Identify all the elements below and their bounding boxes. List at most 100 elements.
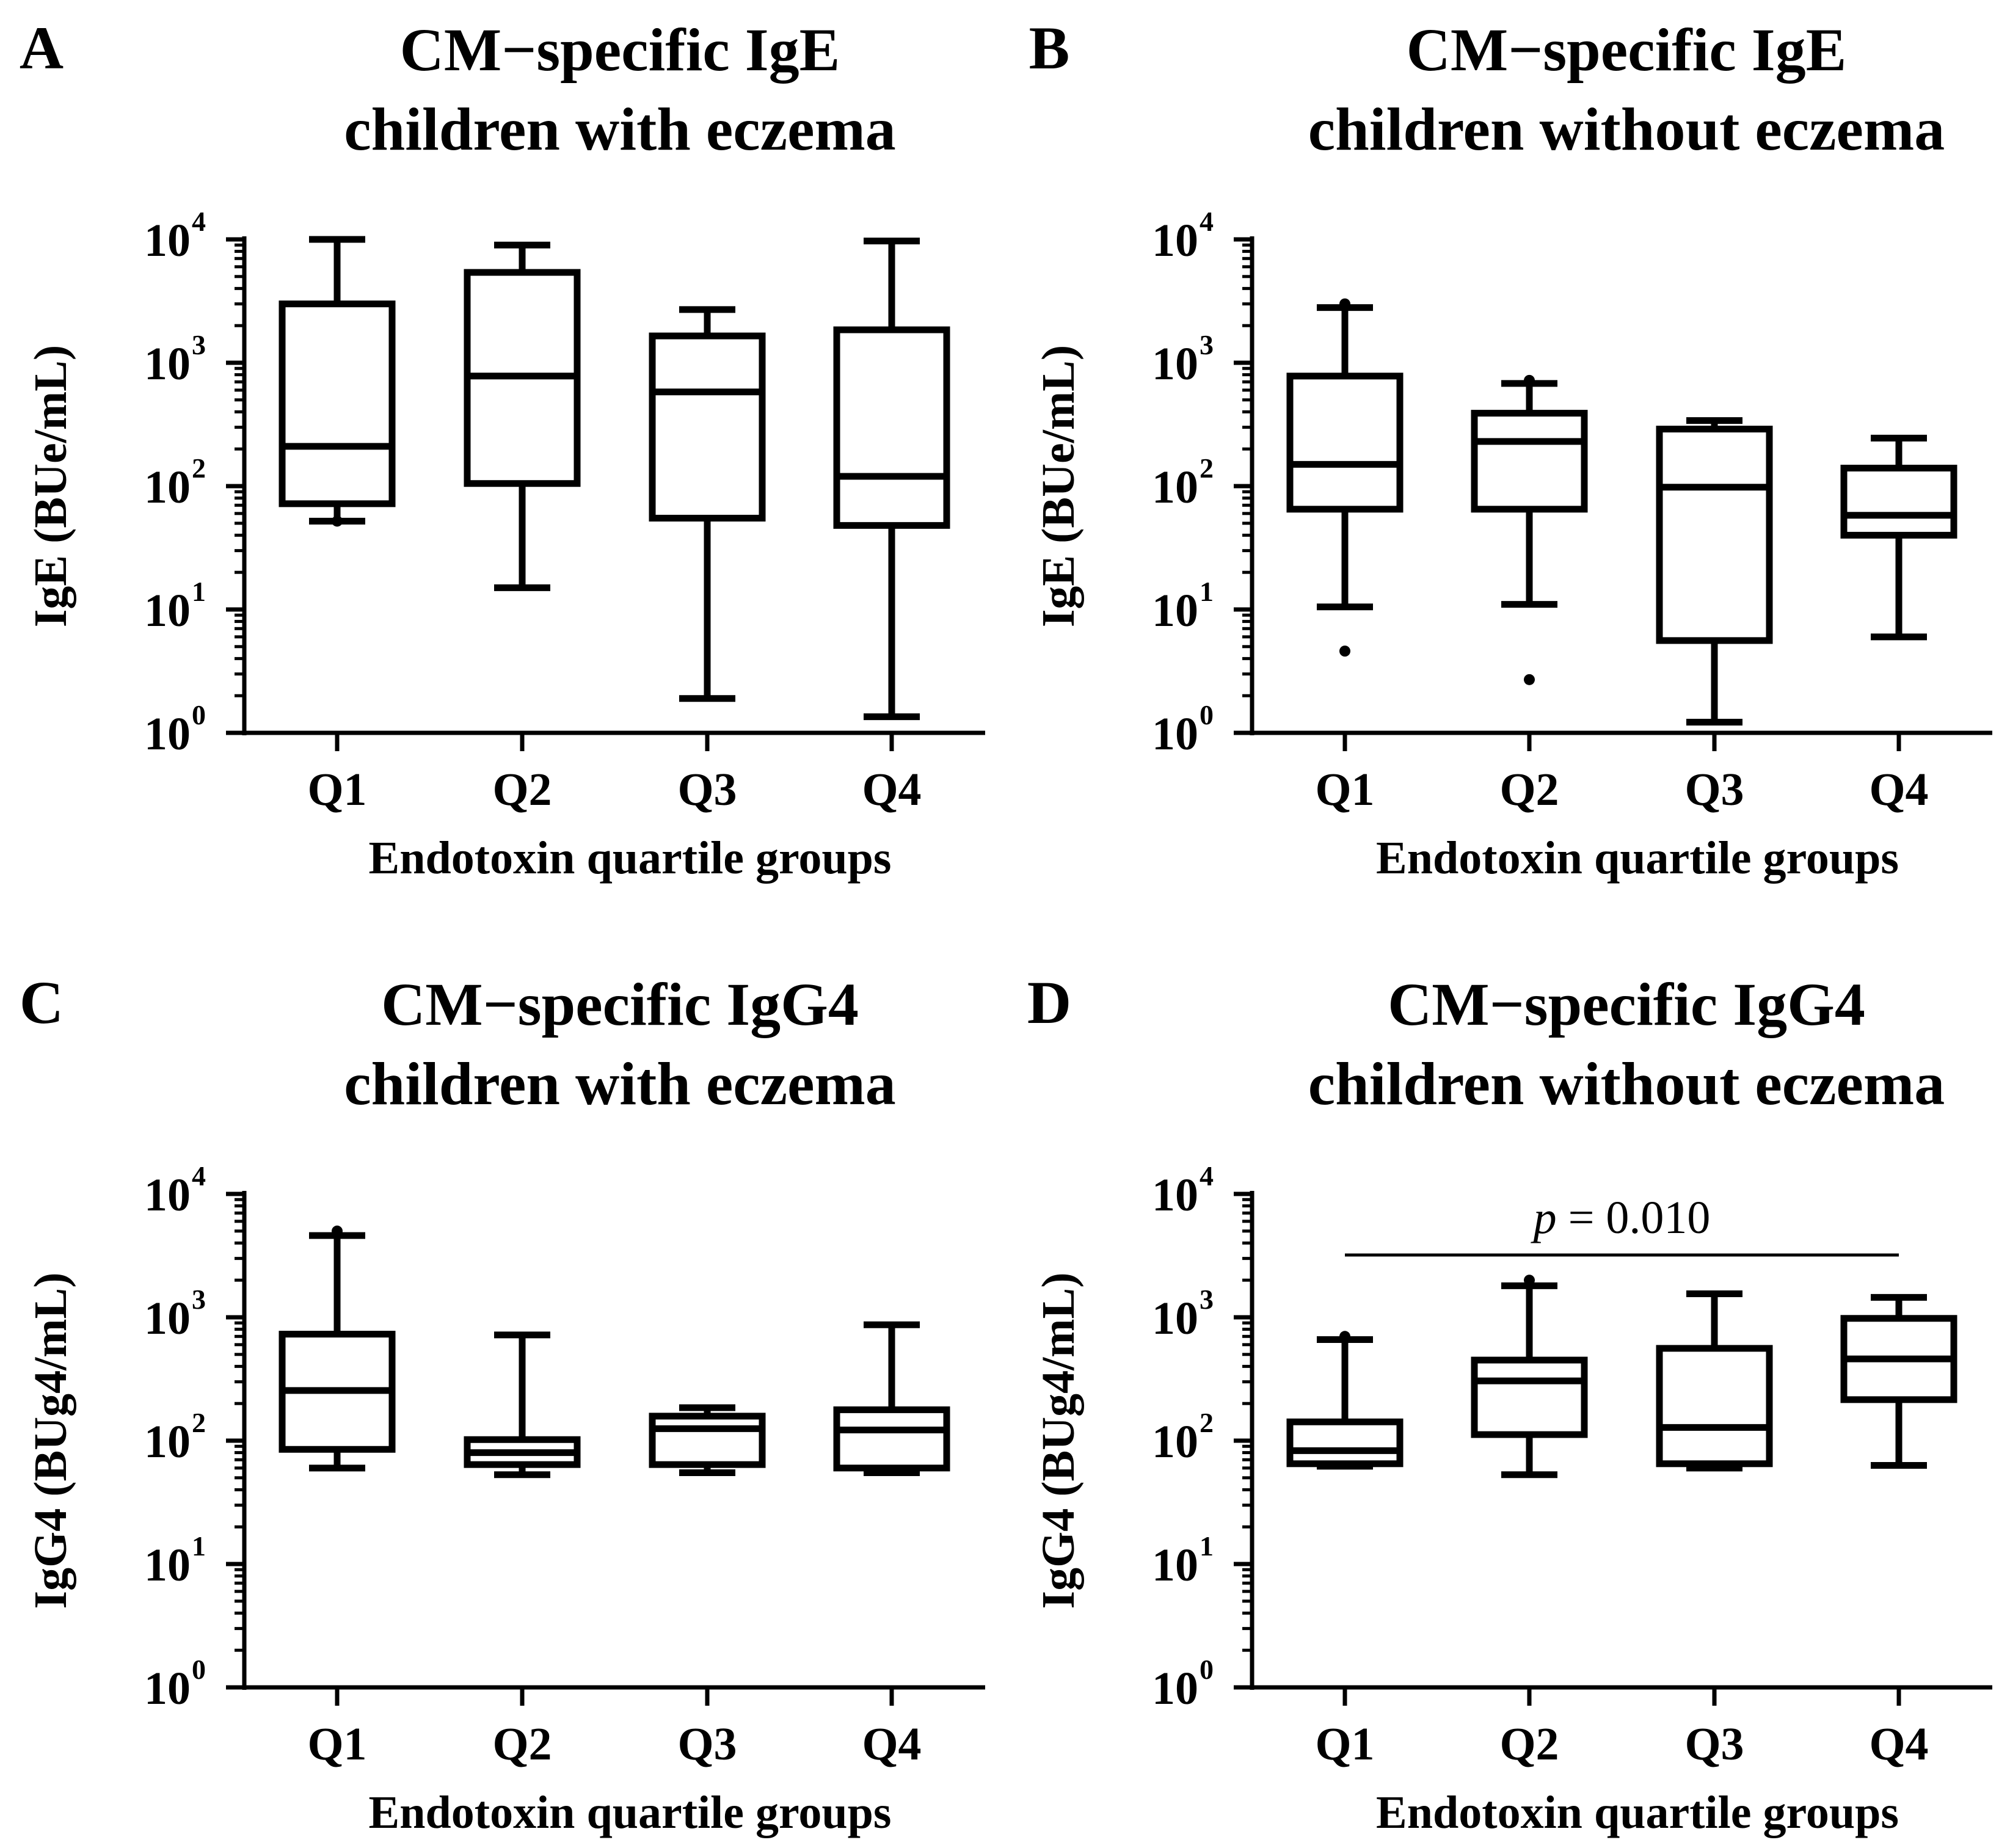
box-q2 [1471,374,1588,685]
y-tick-exponent: 3 [1200,329,1214,360]
p-value-number: = 0.010 [1557,1192,1711,1243]
y-tick-exponent: 4 [1200,1160,1214,1191]
y-tick-label: 10 [144,1293,191,1344]
iqr-box [1656,1345,1773,1468]
panel-B: B CM−specific IgE children without eczema 1… [1029,14,1992,884]
iqr-box [833,326,950,529]
y-tick-exponent: 4 [192,206,206,237]
box-q4 [1840,434,1957,641]
x-tick-label-q1: Q1 [1315,764,1374,815]
y-tick-label: 10 [144,215,191,266]
chart-title-line-2: children with eczema [344,95,896,163]
y-tick-exponent: 1 [1200,1530,1214,1562]
box-q3 [649,1404,766,1476]
y-tick-label: 10 [1152,1170,1198,1221]
y-tick-exponent: 3 [1200,1284,1214,1315]
box-q3 [1656,417,1773,726]
p-value-label: p = 0.010 [1531,1192,1711,1243]
panel-letter: C [20,969,64,1036]
outlier-point [1524,674,1535,685]
x-tick-label-q2: Q2 [1499,764,1559,815]
y-tick-exponent: 4 [192,1160,206,1191]
x-axis-label: Endotoxin quartile groups [369,832,892,884]
box-q4 [833,1321,950,1476]
panel-letter: B [1029,14,1070,82]
box-q3 [649,306,766,702]
iqr-box [833,1406,950,1472]
p-value-symbol: p [1531,1192,1557,1243]
outlier-point [1339,1331,1350,1342]
y-tick-label: 10 [144,1170,191,1221]
x-tick-label-q1: Q1 [1315,1719,1374,1770]
x-tick-label-q4: Q4 [1869,764,1928,815]
y-tick-exponent: 0 [192,699,206,730]
iqr-box [649,332,766,522]
x-axis-label: Endotoxin quartile groups [369,1787,892,1838]
y-tick-label: 10 [1152,462,1198,513]
y-tick-label: 10 [1152,585,1198,636]
y-tick-exponent: 3 [192,329,206,360]
iqr-box [1840,464,1957,539]
box-q1 [1286,298,1404,657]
y-tick-exponent: 2 [192,453,206,484]
iqr-box [279,300,396,507]
y-tick-exponent: 1 [192,576,206,607]
x-tick-label-q1: Q1 [307,764,366,815]
y-tick-exponent: 3 [192,1284,206,1315]
y-tick-exponent: 0 [1200,1654,1214,1685]
box-q1 [1286,1331,1404,1470]
y-tick-exponent: 4 [1200,206,1214,237]
box-q4 [1840,1293,1957,1469]
y-tick-label: 10 [144,1540,191,1591]
y-tick-label: 10 [1152,215,1198,266]
chart-title-line-2: children without eczema [1308,1050,1945,1118]
y-tick-label: 10 [1152,1416,1198,1468]
y-axis-label: IgG4 (BUg4/mL) [25,1273,76,1609]
y-tick-label: 10 [144,708,191,760]
y-tick-label: 10 [1152,1540,1198,1591]
y-tick-label: 10 [144,1663,191,1714]
y-tick-label: 10 [1152,338,1198,390]
y-tick-label: 10 [1152,1293,1198,1344]
y-tick-label: 10 [144,338,191,390]
x-tick-label-q2: Q2 [492,764,552,815]
box-q2 [464,241,581,591]
box-q2 [464,1331,581,1479]
y-tick-exponent: 1 [1200,576,1214,607]
y-tick-label: 10 [144,585,191,636]
y-tick-exponent: 2 [1200,1407,1214,1438]
x-axis-label: Endotoxin quartile groups [1376,832,1899,884]
box-q3 [1656,1290,1773,1472]
outlier-point [1339,298,1350,310]
panel-D: D CM−specific IgG4 children without eczema… [1027,969,1992,1838]
x-tick-label-q2: Q2 [492,1719,552,1770]
chart-title-line-2: children with eczema [344,1050,896,1118]
iqr-box [1286,373,1404,513]
iqr-box [1656,426,1773,644]
x-tick-label-q4: Q4 [862,1719,921,1770]
y-tick-label: 10 [1152,708,1198,760]
x-tick-label-q3: Q3 [1684,1719,1744,1770]
y-tick-exponent: 0 [192,1654,206,1685]
panel-letter: A [20,14,64,82]
x-tick-label-q3: Q3 [677,764,737,815]
y-axis-label: IgE (BUe/mL) [1033,345,1084,627]
y-axis-label: IgG4 (BUg4/mL) [1033,1273,1084,1609]
outlier-point [332,515,343,527]
chart-title-line-1: CM−specific IgG4 [1388,970,1865,1038]
y-tick-exponent: 2 [1200,453,1214,484]
y-axis-label: IgE (BUe/mL) [25,345,76,627]
y-tick-exponent: 2 [192,1407,206,1438]
y-tick-label: 10 [144,462,191,513]
y-tick-exponent: 1 [192,1530,206,1562]
outlier-point [1524,1275,1535,1286]
x-tick-label-q2: Q2 [1499,1719,1559,1770]
iqr-box [649,1413,766,1468]
box-q4 [833,238,950,721]
panel-letter: D [1027,969,1071,1036]
outlier-point [1339,646,1350,657]
y-tick-exponent: 0 [1200,699,1214,730]
chart-title-line-1: CM−specific IgG4 [381,970,859,1038]
iqr-box [1471,1356,1588,1438]
